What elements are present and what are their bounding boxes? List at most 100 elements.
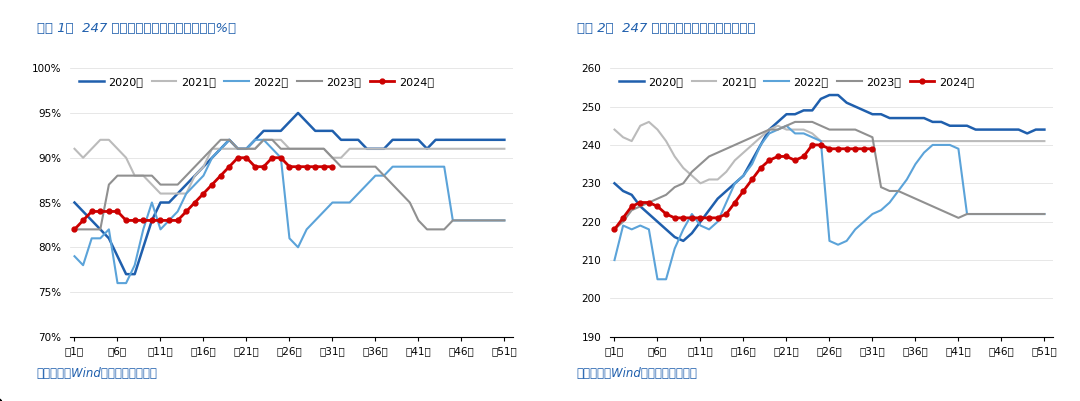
2021年 xyxy=(909,139,922,144)
2022年 xyxy=(909,162,922,166)
2021年 xyxy=(222,146,235,151)
2020年 xyxy=(395,138,408,142)
2020年 xyxy=(1038,127,1051,132)
2024年 xyxy=(309,164,322,169)
2021年 xyxy=(608,127,621,132)
2024年 xyxy=(172,218,185,223)
2021年 xyxy=(1029,139,1042,144)
2022年 xyxy=(214,146,227,151)
2024年 xyxy=(300,164,313,169)
2021年 xyxy=(68,146,81,151)
2024年 xyxy=(634,200,647,205)
2024年 xyxy=(780,154,793,159)
2023年 xyxy=(1038,212,1051,217)
2023年 xyxy=(498,218,511,223)
2023年 xyxy=(745,135,758,140)
2021年 xyxy=(694,181,707,186)
2024年 xyxy=(129,218,141,223)
2024年 xyxy=(832,146,845,151)
Line: 2024年: 2024年 xyxy=(612,142,875,232)
2024年 xyxy=(677,215,690,220)
2022年 xyxy=(780,124,793,128)
2024年 xyxy=(617,215,630,220)
2022年 xyxy=(489,218,502,223)
2024年 xyxy=(849,146,862,151)
2021年 xyxy=(1038,139,1051,144)
2024年 xyxy=(94,209,107,214)
2021年 xyxy=(935,139,948,144)
2024年 xyxy=(840,146,853,151)
Line: 2022年: 2022年 xyxy=(615,126,1044,279)
Line: 2021年: 2021年 xyxy=(75,140,504,194)
Legend: 2020年, 2021年, 2022年, 2023年, 2024年: 2020年, 2021年, 2022年, 2023年, 2024年 xyxy=(76,74,437,90)
Text: 图表 1：  247 家样本锤厂练鐵产能利用率（%）: 图表 1： 247 家样本锤厂练鐵产能利用率（%） xyxy=(37,22,235,35)
2020年 xyxy=(68,200,81,205)
2022年 xyxy=(754,142,767,147)
2024年 xyxy=(754,166,767,170)
2024年 xyxy=(146,218,159,223)
2022年 xyxy=(205,155,218,160)
2024年 xyxy=(728,200,741,205)
2023年 xyxy=(703,154,716,159)
2021年 xyxy=(154,191,167,196)
2024年 xyxy=(274,155,287,160)
2023年 xyxy=(387,182,400,187)
2024年 xyxy=(240,155,253,160)
2024年 xyxy=(292,164,305,169)
2022年 xyxy=(935,142,948,147)
2024年 xyxy=(120,218,133,223)
2024年 xyxy=(797,154,810,159)
Legend: 2020年, 2021年, 2022年, 2023年, 2024年: 2020年, 2021年, 2022年, 2023年, 2024年 xyxy=(616,74,977,90)
2024年 xyxy=(103,209,116,214)
2020年 xyxy=(498,138,511,142)
2020年 xyxy=(205,155,218,160)
2023年 xyxy=(205,146,218,151)
2024年 xyxy=(737,188,750,193)
2021年 xyxy=(643,119,656,124)
2024年 xyxy=(712,215,725,220)
2023年 xyxy=(214,138,227,142)
Line: 2021年: 2021年 xyxy=(615,122,1044,183)
2022年 xyxy=(651,277,664,282)
2021年 xyxy=(395,146,408,151)
2020年 xyxy=(608,181,621,186)
2024年 xyxy=(608,227,621,232)
2024年 xyxy=(651,204,664,209)
2024年 xyxy=(137,218,150,223)
2024年 xyxy=(214,173,227,178)
2024年 xyxy=(771,154,784,159)
2020年 xyxy=(935,119,948,124)
2024年 xyxy=(703,215,716,220)
2024年 xyxy=(77,218,90,223)
Text: 资料来源：Wind，国盛证券研究所: 资料来源：Wind，国盛证券研究所 xyxy=(577,367,698,380)
2022年 xyxy=(395,164,408,169)
2020年 xyxy=(214,146,227,151)
2021年 xyxy=(94,138,107,142)
2024年 xyxy=(858,146,870,151)
2021年 xyxy=(498,146,511,151)
2024年 xyxy=(823,146,836,151)
2020年 xyxy=(172,191,185,196)
2021年 xyxy=(762,127,775,132)
2024年 xyxy=(231,155,244,160)
2022年 xyxy=(745,162,758,166)
2020年 xyxy=(754,142,767,147)
2023年 xyxy=(737,139,750,144)
2022年 xyxy=(172,209,185,214)
Line: 2023年: 2023年 xyxy=(615,122,1044,229)
2023年 xyxy=(788,119,801,124)
2022年 xyxy=(369,173,382,178)
2024年 xyxy=(318,164,330,169)
2024年 xyxy=(205,182,218,187)
2021年 xyxy=(214,146,227,151)
2023年 xyxy=(197,155,210,160)
2024年 xyxy=(806,142,819,147)
2022年 xyxy=(1038,212,1051,217)
2020年 xyxy=(823,93,836,97)
2024年 xyxy=(197,191,210,196)
2023年 xyxy=(489,218,502,223)
2024年 xyxy=(866,146,879,151)
2024年 xyxy=(788,158,801,163)
2020年 xyxy=(712,196,725,201)
2024年 xyxy=(188,200,201,205)
